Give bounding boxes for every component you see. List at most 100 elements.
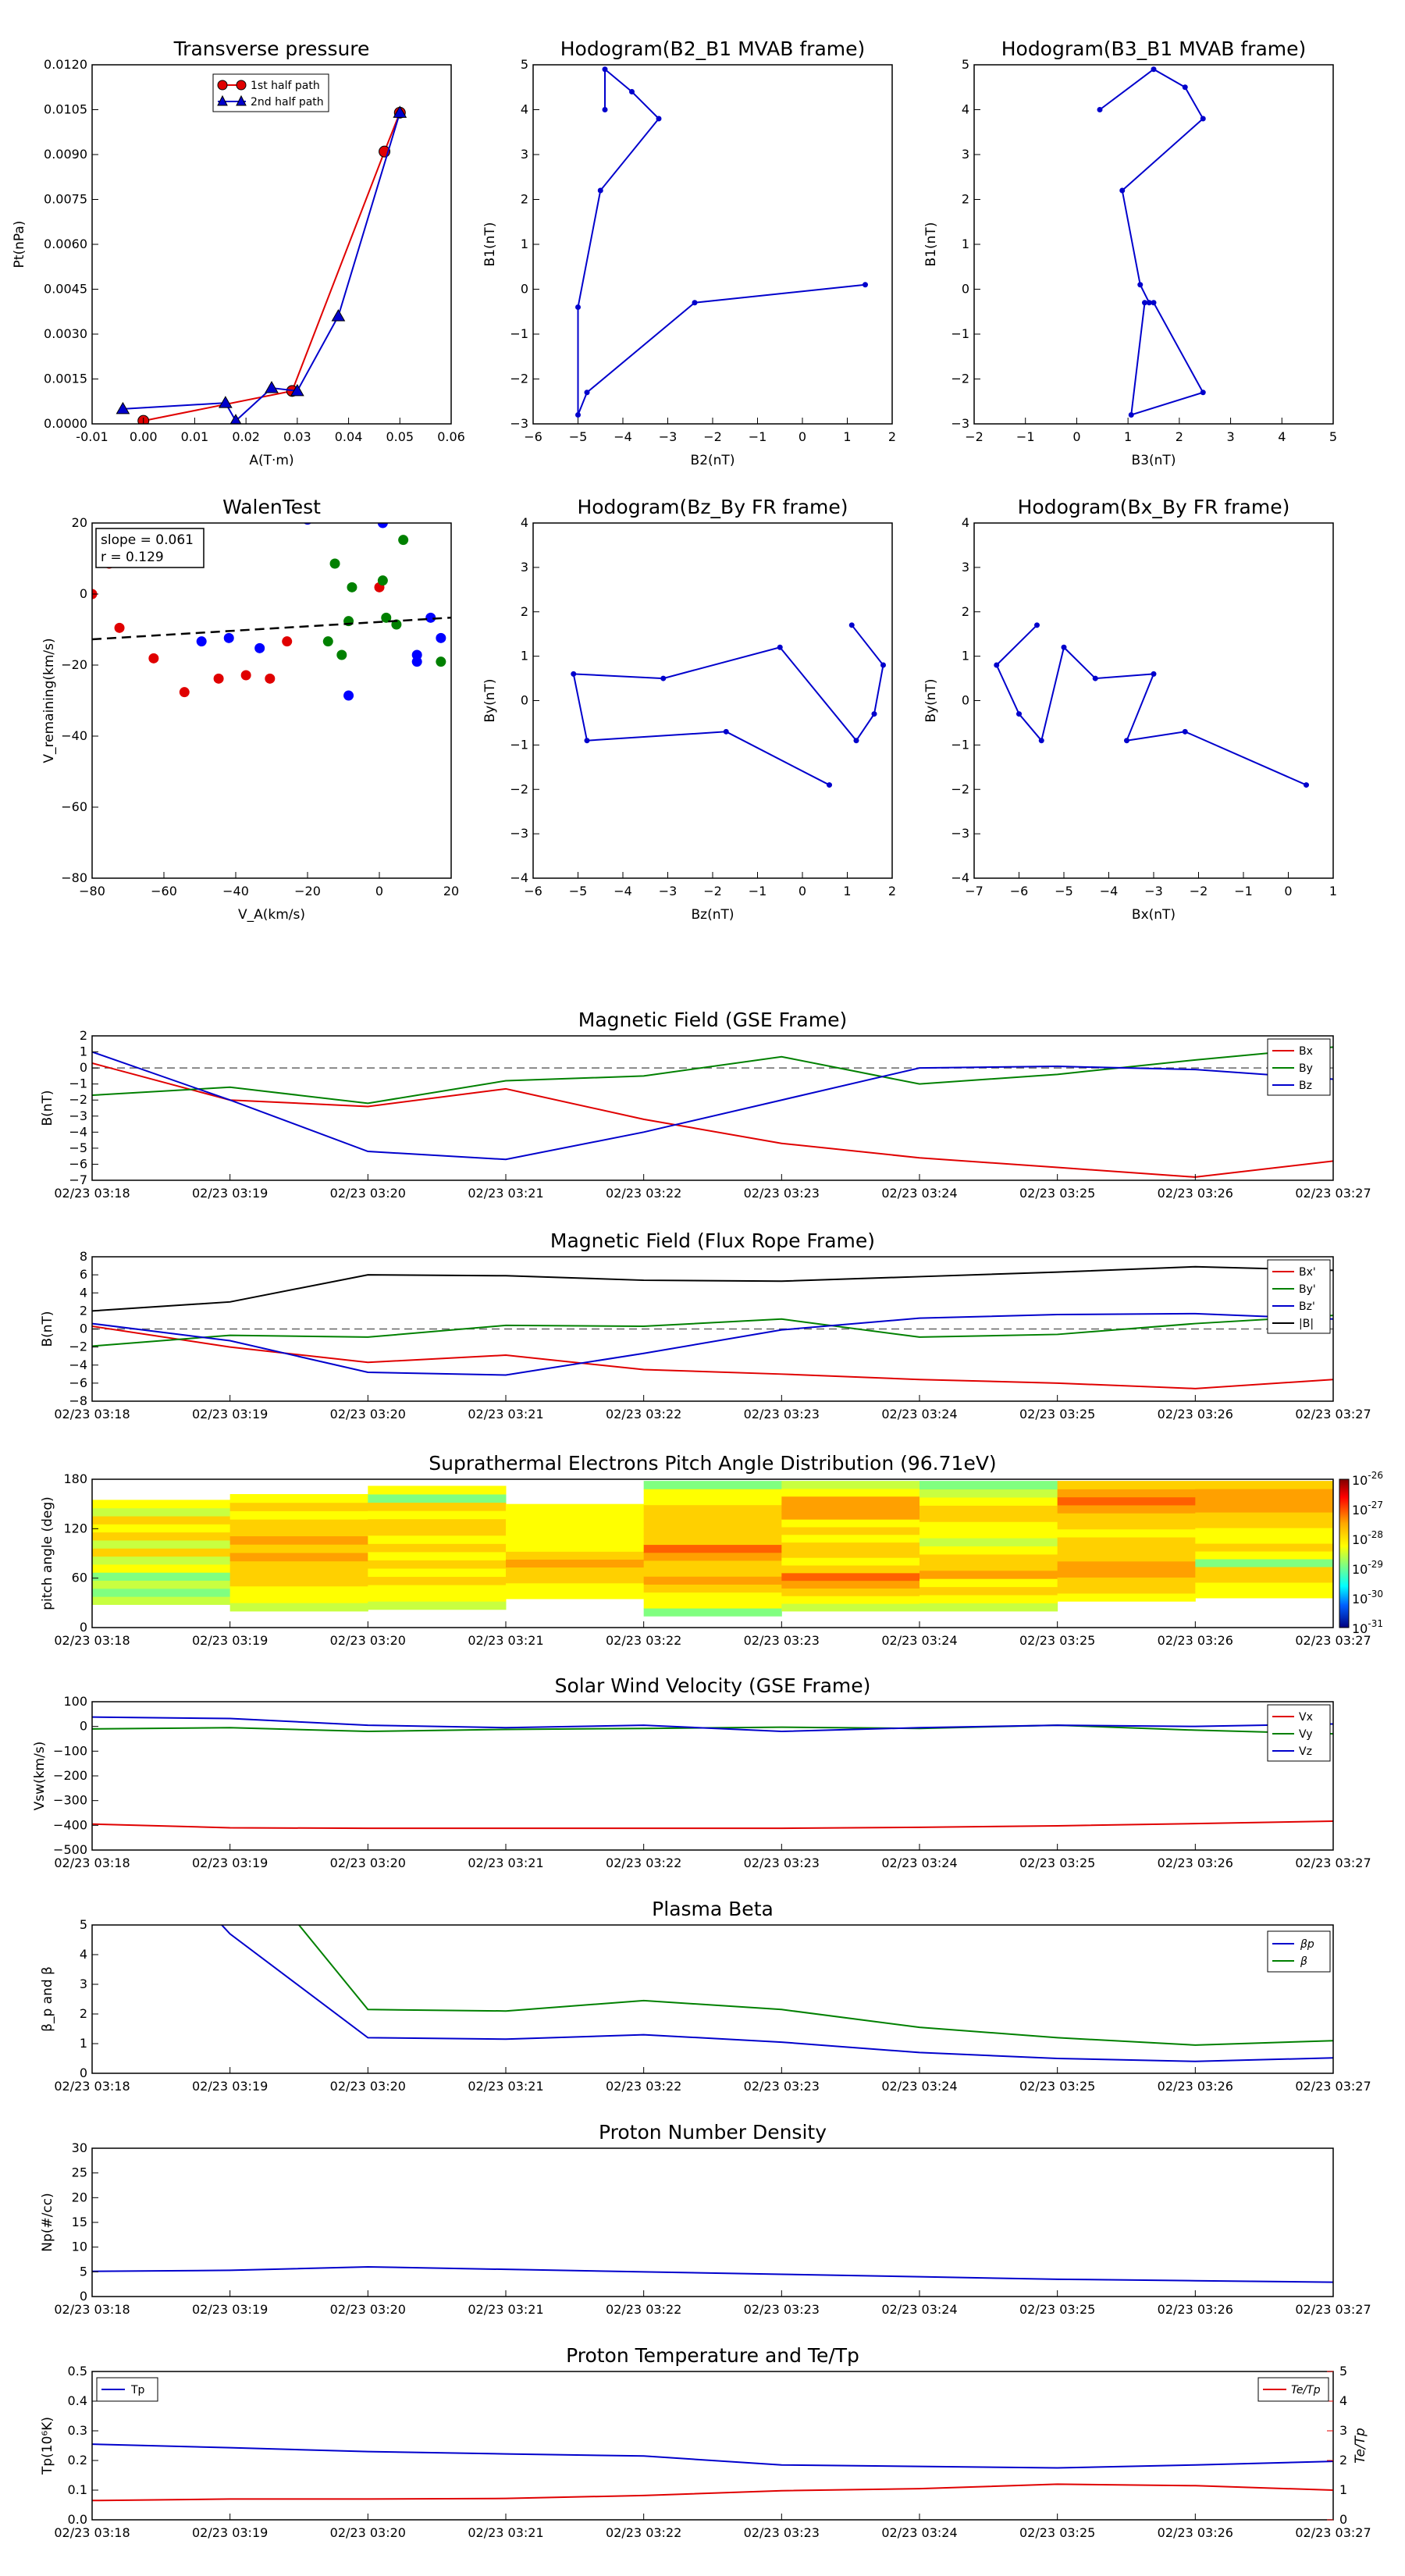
heatmap-cell bbox=[1057, 1592, 1196, 1602]
y-axis-label: B1(nT) bbox=[923, 222, 939, 267]
heatmap-cell bbox=[1195, 1543, 1334, 1552]
x-tick-label: 0.05 bbox=[386, 429, 414, 444]
data-point bbox=[871, 711, 877, 717]
y-tick-label: −1 bbox=[69, 1076, 87, 1091]
chart-title: Magnetic Field (GSE Frame) bbox=[578, 1009, 847, 1031]
y-tick-label: −100 bbox=[53, 1743, 87, 1758]
data-point bbox=[1097, 107, 1103, 112]
legend-label: Bz' bbox=[1299, 1300, 1315, 1313]
x-tick-label: 0.04 bbox=[335, 429, 363, 444]
heatmap-cell bbox=[92, 1596, 231, 1605]
heatmap-cell bbox=[1057, 1569, 1196, 1578]
heatmap-cell bbox=[643, 1608, 782, 1617]
heatmap-cell bbox=[919, 1553, 1058, 1563]
heatmap-cell bbox=[368, 1485, 507, 1495]
series-line bbox=[92, 1312, 1333, 1376]
data-point bbox=[1128, 412, 1134, 418]
x-tick-label: 0 bbox=[375, 884, 383, 898]
data-point bbox=[1146, 300, 1152, 306]
x-tick-label: 02/23 03:21 bbox=[468, 2525, 543, 2540]
heatmap-cell bbox=[229, 1560, 368, 1570]
legend-label: Tp bbox=[130, 2384, 145, 2396]
fit-line bbox=[92, 616, 451, 641]
y-tick-label: 1 bbox=[80, 2036, 87, 2051]
heatmap-cell bbox=[781, 1496, 920, 1505]
colorbar-tick-exponent: -29 bbox=[1368, 1559, 1383, 1570]
x-tick-label: 02/23 03:22 bbox=[606, 2302, 681, 2317]
legend-label: Bx bbox=[1299, 1045, 1313, 1058]
x-tick-label: 1 bbox=[843, 884, 851, 898]
x-tick-label: 02/23 03:19 bbox=[192, 1186, 268, 1201]
chart-magnetic-field-gse: Magnetic Field (GSE Frame) 02/23 03:18 02/… bbox=[40, 1009, 1371, 1201]
data-point bbox=[1182, 84, 1188, 91]
x-tick-label: 02/23 03:23 bbox=[744, 2525, 820, 2540]
heatmap-cell bbox=[506, 1519, 645, 1528]
x-tick-label: 1 bbox=[843, 429, 851, 444]
y-tick-label: 10 bbox=[72, 2240, 87, 2254]
heatmap-cell bbox=[919, 1538, 1058, 1546]
colorbar-tick-label: 10-31 bbox=[1352, 1618, 1383, 1636]
chart-title: Proton Temperature and Te/Tp bbox=[566, 2344, 859, 2367]
chart-plasma-beta: Plasma Beta 02/23 03:18 02/23 03:19 02/23 0… bbox=[40, 1898, 1371, 2094]
x-tick-label: 02/23 03:25 bbox=[1019, 1407, 1095, 1421]
heatmap-cell bbox=[781, 1603, 920, 1612]
plot-frame bbox=[91, 1924, 1334, 2074]
heatmap-cell bbox=[1195, 1574, 1334, 1583]
data-point bbox=[880, 662, 886, 668]
plot-area bbox=[994, 622, 1309, 788]
heatmap-cell bbox=[1195, 1535, 1334, 1544]
y-tick-label: 2 bbox=[962, 192, 969, 207]
y-tick-label: 2 bbox=[521, 604, 528, 619]
x-tick-label: −5 bbox=[1055, 884, 1073, 898]
heatmap-cell bbox=[229, 1510, 368, 1520]
data-point bbox=[1151, 671, 1157, 677]
x-tick-label: 02/23 03:23 bbox=[744, 2302, 820, 2317]
y-tick-label: 2 bbox=[962, 604, 969, 619]
y-right-tick-label: 0 bbox=[1339, 2512, 1347, 2527]
y-tick-label: 3 bbox=[962, 147, 969, 162]
heatmap-cell bbox=[368, 1527, 507, 1536]
plot-frame bbox=[91, 1035, 1334, 1181]
heatmap-cell bbox=[781, 1503, 920, 1512]
data-point bbox=[602, 66, 608, 73]
y-tick-label: 1 bbox=[521, 649, 528, 664]
heatmap-cell bbox=[1057, 1521, 1196, 1530]
y-tick-label: 4 bbox=[962, 102, 969, 117]
data-point bbox=[223, 632, 234, 643]
heatmap-cell bbox=[919, 1529, 1058, 1539]
legend-label: Vx bbox=[1299, 1711, 1313, 1724]
y-tick-label: −4 bbox=[69, 1124, 87, 1139]
heatmap-cell bbox=[1195, 1582, 1334, 1591]
heatmap-cell bbox=[368, 1592, 507, 1602]
heatmap-cell bbox=[368, 1502, 507, 1511]
heatmap-cell bbox=[506, 1574, 645, 1584]
data-point bbox=[1182, 728, 1188, 735]
x-tick-label: 02/23 03:18 bbox=[54, 1186, 130, 1201]
x-tick-label: 02/23 03:24 bbox=[881, 2525, 957, 2540]
y-tick-label: −2 bbox=[510, 781, 528, 796]
y-tick-label: −5 bbox=[69, 1140, 87, 1155]
chart-title: Solar Wind Velocity (GSE Frame) bbox=[555, 1674, 871, 1697]
colorbar-tick-base: 10 bbox=[1352, 1562, 1368, 1577]
y-tick-label: 0.0120 bbox=[44, 57, 87, 72]
x-axis-label: V_A(km/s) bbox=[238, 907, 305, 923]
heatmap-cell bbox=[1195, 1504, 1334, 1513]
heatmap-cell bbox=[229, 1535, 368, 1545]
data-point bbox=[240, 670, 251, 681]
heatmap-cell bbox=[643, 1481, 782, 1489]
y-axis-label: Pt(nPa) bbox=[12, 221, 27, 269]
x-tick-label: 5 bbox=[1329, 429, 1337, 444]
x-tick-label: 0.02 bbox=[232, 429, 260, 444]
data-point bbox=[398, 535, 409, 546]
x-tick-label: −60 bbox=[151, 884, 177, 898]
heatmap-cell bbox=[1057, 1513, 1196, 1521]
y-tick-label: 0 bbox=[80, 2065, 87, 2080]
heatmap-cell bbox=[1057, 1553, 1196, 1562]
x-tick-label: 02/23 03:19 bbox=[192, 2302, 268, 2317]
chart-proton-density: Proton Number Density 02/23 03:18 02/23 03… bbox=[40, 2121, 1371, 2317]
plot-frame bbox=[91, 1478, 1334, 1628]
data-point bbox=[377, 523, 388, 528]
x-tick-label: 0 bbox=[1072, 429, 1080, 444]
y-tick-label: −2 bbox=[951, 372, 969, 386]
x-tick-label: 02/23 03:20 bbox=[330, 1633, 406, 1648]
